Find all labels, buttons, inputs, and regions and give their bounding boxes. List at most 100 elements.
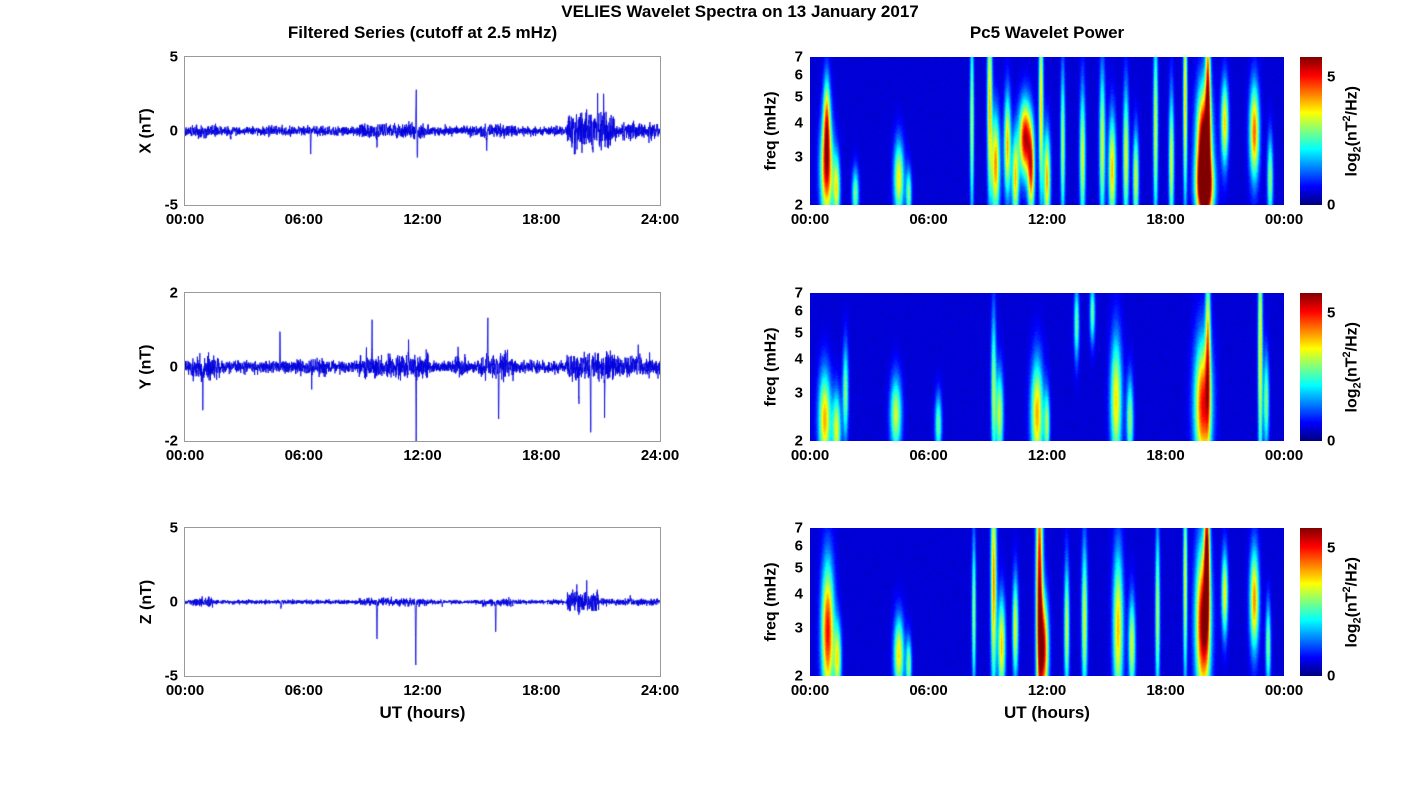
timeseries-panel-z: Z (nT) -5 0 5 00:00 06:00 12:00 18:00 24:00 [138,520,679,700]
colorbar-label-sup: 2 [1340,115,1353,122]
y-tick-label: -2 [164,432,178,450]
colorbar-canvas [1300,57,1322,205]
x-tick-label: 24:00 [640,211,680,228]
x-tick-label: 18:00 [522,447,561,464]
x-tick-label: 12:00 [1027,211,1067,228]
freq-tick-label: 2 [794,432,803,450]
colorbar-label-sub: 2 [1351,617,1364,624]
y-tick-label: 2 [169,284,178,302]
x-tick-label: 00:00 [1264,682,1304,699]
timeseries-panel-y: Y (nT) -2 0 2 00:00 06:00 12:00 18:00 24:00 [138,285,679,465]
freq-tick-label: 5 [794,559,803,577]
x-tick-label: 00:00 [790,211,830,228]
colorbar-label-mid: (nT [1343,357,1361,383]
freq-axis-label-y: freq (mHz) [762,293,782,441]
colorbar-label-prefix: log [1343,152,1361,177]
x-tick-label: 18:00 [1146,211,1185,228]
timeseries-canvas-x [185,57,660,205]
y-tick-label: 0 [169,358,178,376]
left-column-title: Filtered Series (cutoff at 2.5 mHz) [287,23,558,42]
colorbar-label-sub: 2 [1351,146,1364,153]
freq-tick-label: 5 [794,88,803,106]
colorbar-label-text: log2(nT2/Hz) [1341,86,1364,176]
freq-tick-label: 6 [794,302,803,320]
colorbar-label-mid: (nT [1343,592,1361,618]
freq-tick-label: 6 [794,66,803,84]
y-axis-label-y: Y (nT) [137,293,157,441]
freq-tick-label: 3 [794,384,803,402]
freq-tick-label: 3 [794,619,803,637]
x-tick-label: 12:00 [403,447,442,464]
colorbar-label-text: log2(nT2/Hz) [1341,557,1364,647]
spectrogram-canvas-x [810,57,1284,205]
spectrogram-canvas-z [810,528,1284,676]
colorbar-tick-label: 5 [1327,304,1336,322]
colorbar-canvas [1300,528,1322,676]
x-tick-label: 00:00 [1264,447,1304,464]
x-tick-label: 06:00 [909,211,948,228]
spectrogram-panel-y: freq (mHz) 2 3 4 5 6 7 00:00 06:00 12:00 18:00 00:… [763,285,1303,465]
colorbar-tick-label: 0 [1327,196,1336,214]
x-tick-label: 06:00 [284,682,323,699]
y-tick-label: -5 [164,667,178,685]
colorbar-tick-label: 0 [1327,432,1336,450]
colorbar-canvas [1300,293,1322,441]
colorbar-tick-label: 5 [1327,539,1336,557]
freq-tick-label: 6 [794,537,803,555]
figure-title: VELIES Wavelet Spectra on 13 January 201… [561,2,919,21]
x-tick-label: 18:00 [1146,682,1185,699]
freq-axis-label-x-text: freq (mHz) [763,91,781,171]
freq-axis-label-y-text: freq (mHz) [763,327,781,407]
x-tick-label: 00:00 [790,682,830,699]
y-axis-label-x-text: X (nT) [138,108,156,154]
freq-tick-label: 4 [794,350,803,368]
right-column-title: Pc5 Wavelet Power [969,23,1125,42]
freq-tick-label: 2 [794,196,803,214]
y-tick-label: -5 [164,196,178,214]
x-tick-label: 12:00 [403,211,442,228]
colorbar-tick-label: 0 [1327,667,1336,685]
freq-tick-label: 7 [794,48,803,66]
left-x-axis-label: UT (hours) [379,703,466,722]
x-tick-label: 18:00 [1146,447,1185,464]
x-tick-label: 00:00 [165,447,205,464]
colorbar-tick-label: 5 [1327,68,1336,86]
spectrogram-canvas-y [810,293,1284,441]
colorbar-label: log2(nT2/Hz) [1340,57,1364,205]
x-tick-label: 00:00 [790,447,830,464]
colorbar-label-suffix: /Hz) [1343,85,1361,116]
freq-tick-label: 4 [794,114,803,132]
y-tick-label: 0 [169,122,178,140]
colorbar-label-suffix: /Hz) [1343,321,1361,352]
timeseries-panel-x: X (nT) -5 0 5 00:00 06:00 12:00 18:00 24:00 [138,49,679,229]
spectrogram-panel-z: freq (mHz) 2 3 4 5 6 7 00:00 06:00 12:00 18:00 00:… [763,520,1303,700]
spectrogram-panel-x: freq (mHz) 2 3 4 5 6 7 00:00 06:00 12:00 18:00 00:… [763,49,1303,229]
y-axis-label-z-text: Z (nT) [138,579,156,625]
x-tick-label: 06:00 [284,447,323,464]
x-tick-label: 00:00 [1264,211,1304,228]
right-x-axis-label: UT (hours) [1004,703,1090,722]
freq-tick-label: 2 [794,667,803,685]
timeseries-canvas-y [185,293,660,441]
x-tick-label: 18:00 [522,682,561,699]
x-tick-label: 12:00 [1027,447,1067,464]
x-tick-label: 00:00 [165,211,205,228]
x-tick-label: 06:00 [284,211,323,228]
x-tick-label: 12:00 [403,682,442,699]
freq-axis-label-z-text: freq (mHz) [763,562,781,642]
x-tick-label: 24:00 [640,682,680,699]
colorbar-label-mid: (nT [1343,121,1361,147]
colorbar-label-prefix: log [1343,623,1361,648]
y-tick-label: 0 [169,593,178,611]
timeseries-canvas-z [185,528,660,676]
x-tick-label: 06:00 [909,447,948,464]
colorbar-label-prefix: log [1343,388,1361,413]
x-tick-label: 24:00 [640,447,680,464]
x-tick-label: 00:00 [165,682,205,699]
freq-tick-label: 4 [794,585,803,603]
freq-axis-label-x: freq (mHz) [762,57,782,205]
colorbar-label-sup: 2 [1340,351,1353,358]
